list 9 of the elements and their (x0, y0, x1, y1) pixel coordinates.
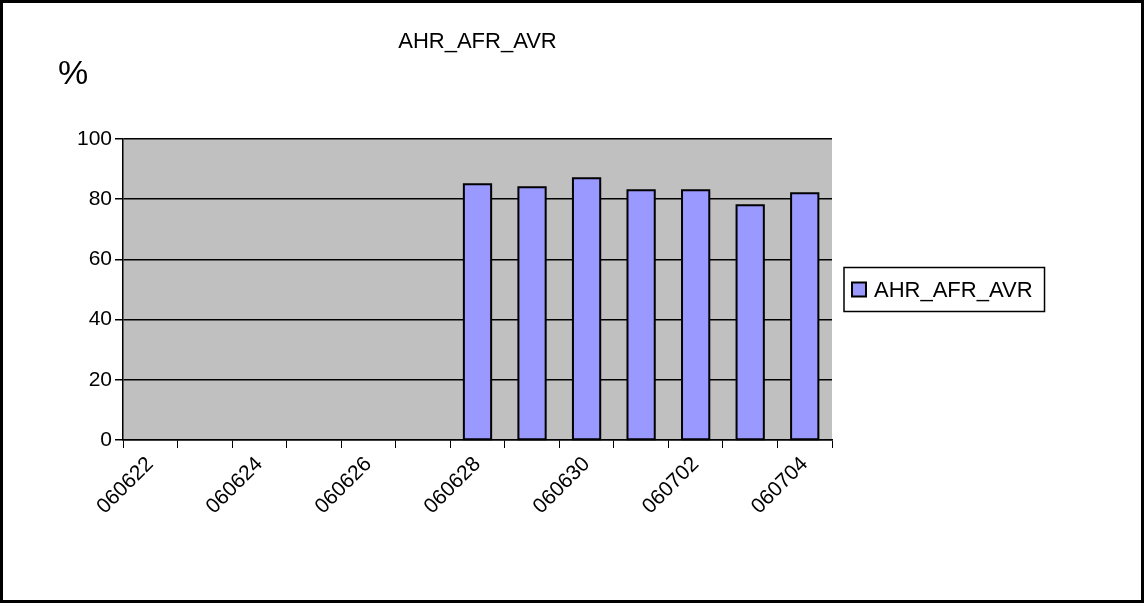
legend-label: AHR_AFR_AVR (874, 276, 1033, 302)
y-tick-label: 0 (100, 426, 112, 450)
y-tick-label: 80 (88, 186, 112, 209)
y-tick-label: 60 (88, 246, 112, 270)
y-tick-label: 100 (76, 125, 112, 149)
chart-title: AHR_AFR_AVR (398, 28, 557, 54)
y-tick-label: 20 (88, 366, 112, 390)
y-tick-label: 40 (88, 306, 112, 330)
y-axis-title: % (58, 53, 89, 92)
